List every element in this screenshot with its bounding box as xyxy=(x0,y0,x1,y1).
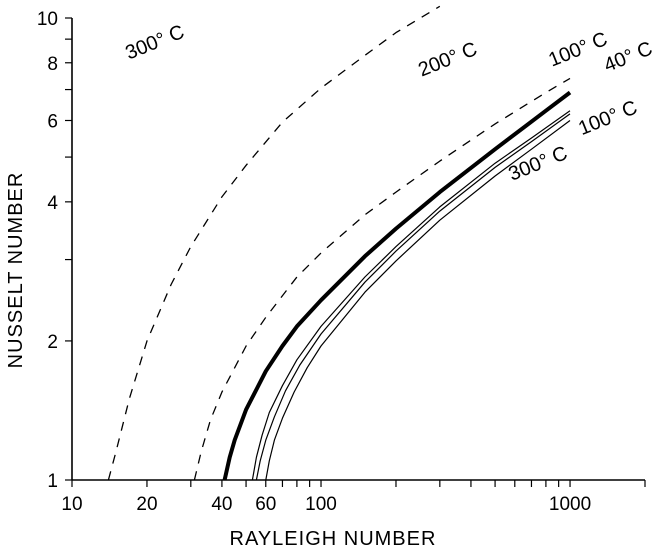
curve-label-1: 200° C xyxy=(415,38,480,81)
series-curve-5 xyxy=(265,120,571,481)
series-curve-0 xyxy=(107,5,441,481)
x-tick-label: 60 xyxy=(255,494,276,515)
curve-label-4: 100° C xyxy=(575,97,640,140)
y-tick-label: 10 xyxy=(37,9,58,30)
y-tick-label: 4 xyxy=(47,193,58,214)
series-curve-2 xyxy=(222,90,572,481)
x-axis-title: RAYLEIGH NUMBER xyxy=(230,528,437,550)
series-curve-4 xyxy=(255,113,571,481)
y-tick-label: 1 xyxy=(47,471,58,492)
x-tick-label: 20 xyxy=(136,494,157,515)
y-tick-label: 2 xyxy=(47,332,58,353)
y-tick-label: 6 xyxy=(47,111,58,132)
y-axis-title: NUSSELT NUMBER xyxy=(5,172,27,369)
series-curve-3 xyxy=(251,110,571,481)
axes: 10 20 40 60 100 1000 1 2 4 6 8 10 xyxy=(37,9,646,515)
x-tick-label: 100 xyxy=(305,494,337,515)
x-tick-label: 10 xyxy=(61,494,82,515)
x-tick-label: 40 xyxy=(211,494,232,515)
curve-label-3: 40° C xyxy=(601,38,656,77)
curve-label-2: 100° C xyxy=(546,28,611,71)
y-tick-label: 8 xyxy=(47,54,58,75)
series-curve-1 xyxy=(193,77,571,481)
x-tick-label: 1000 xyxy=(549,494,591,515)
curve-label-0: 300° C xyxy=(122,21,187,64)
curves xyxy=(107,5,572,481)
